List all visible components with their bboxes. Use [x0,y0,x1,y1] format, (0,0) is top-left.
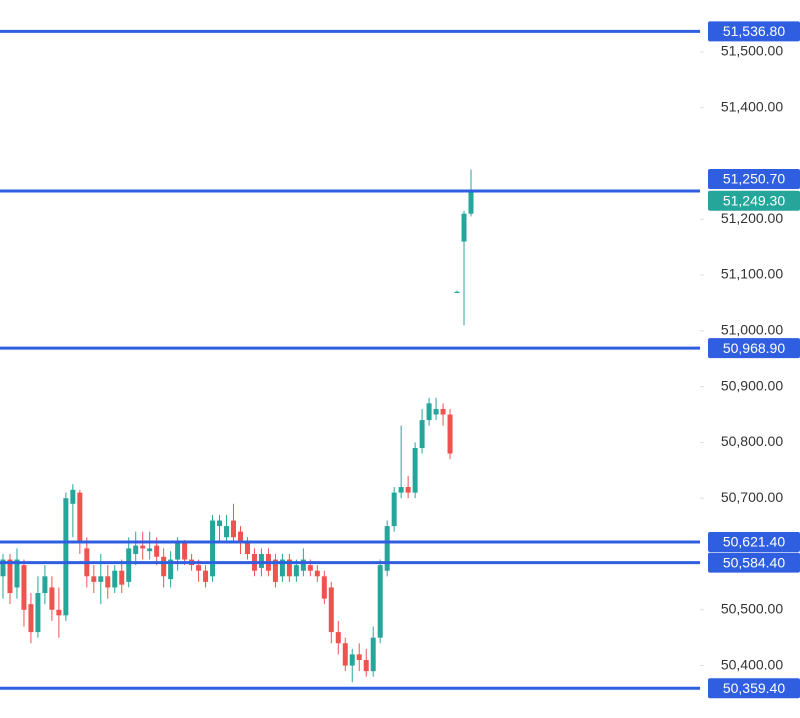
price-tag-label: 51,536.80 [723,23,785,39]
candle-body [49,587,55,610]
candle-body [168,559,174,580]
candle-body [196,565,202,571]
candle-body [28,604,34,633]
price-tag [708,190,800,211]
candle-body [433,408,439,415]
y-tick-label: 51,000.00 [721,322,783,338]
candle-body [217,520,223,527]
candle-body [370,637,376,672]
candle-body [419,420,425,448]
candle-body [412,447,418,493]
y-tick-label: 51,400.00 [721,98,783,114]
candle-body [307,565,313,571]
candle-body [147,548,153,552]
candle-body [161,556,167,577]
candle-body [56,609,62,616]
price-tag-label: 50,359.40 [723,680,785,696]
candle-body [300,559,306,571]
y-tick-label: 51,200.00 [721,210,783,226]
candle-body [363,659,369,672]
candle-body [210,520,216,577]
y-tick-label: 50,900.00 [721,377,783,393]
candle-body [328,587,334,633]
price-tag [708,678,800,699]
candle-body [7,559,13,594]
candle-body [126,548,132,582]
candle-body [237,531,243,543]
candle-body [440,408,446,415]
candle-body [447,414,453,454]
y-tick-label: 51,100.00 [721,266,783,282]
candle-body [154,545,160,557]
price-tag-label: 50,968.90 [723,340,785,356]
candle-body [349,654,355,666]
candle-body [314,570,320,577]
candle-body [21,565,27,610]
candle-body [426,403,432,421]
candle-body [35,593,41,633]
candle-body [258,553,264,568]
candle-body [377,565,383,638]
candle-body [356,654,362,660]
candle-body [112,570,118,588]
candle-body [342,643,348,666]
y-tick-label: 50,500.00 [721,600,783,616]
price-tag-label: 50,621.40 [723,534,785,550]
candle-body [405,487,411,493]
y-tick-label: 50,400.00 [721,656,783,672]
candle-body [272,559,278,582]
candle-body [454,291,460,293]
y-tick-label: 50,800.00 [721,433,783,449]
price-tag [708,532,800,553]
price-tag-label: 50,584.40 [723,554,785,570]
y-tick-label: 50,700.00 [721,489,783,505]
candle-body [224,526,230,538]
candle-body [321,576,327,599]
candle-body [140,545,146,549]
candle-body [14,559,20,588]
candle-body [286,559,292,577]
candle-body [119,570,125,585]
y-tick-label: 51,500.00 [721,43,783,59]
candle-body [182,542,188,560]
candle-body [133,545,139,554]
price-tag [708,338,800,359]
candle-body [91,576,97,582]
candle-body [461,213,467,242]
candle-body [0,559,6,577]
candle-body [231,520,237,538]
price-tag-label: 51,249.30 [723,192,785,208]
candle-body [384,526,390,571]
price-tag [708,21,800,42]
candle-body [391,492,397,527]
candle-body [244,542,250,554]
candle-body [398,487,404,493]
candle-body [105,576,111,588]
candle-body [203,570,209,582]
candle-body [468,191,474,214]
candle-body [293,565,299,577]
price-tag [708,552,800,573]
price-tag [708,168,800,189]
candle-body [335,632,341,644]
candle-body [77,492,83,543]
candle-body [279,559,285,577]
candle-body [98,576,104,582]
candle-body [70,489,76,504]
candle-body [63,498,69,616]
candle-body [175,542,181,560]
price-tag-label: 51,250.70 [723,171,785,187]
candle-body [42,576,48,594]
